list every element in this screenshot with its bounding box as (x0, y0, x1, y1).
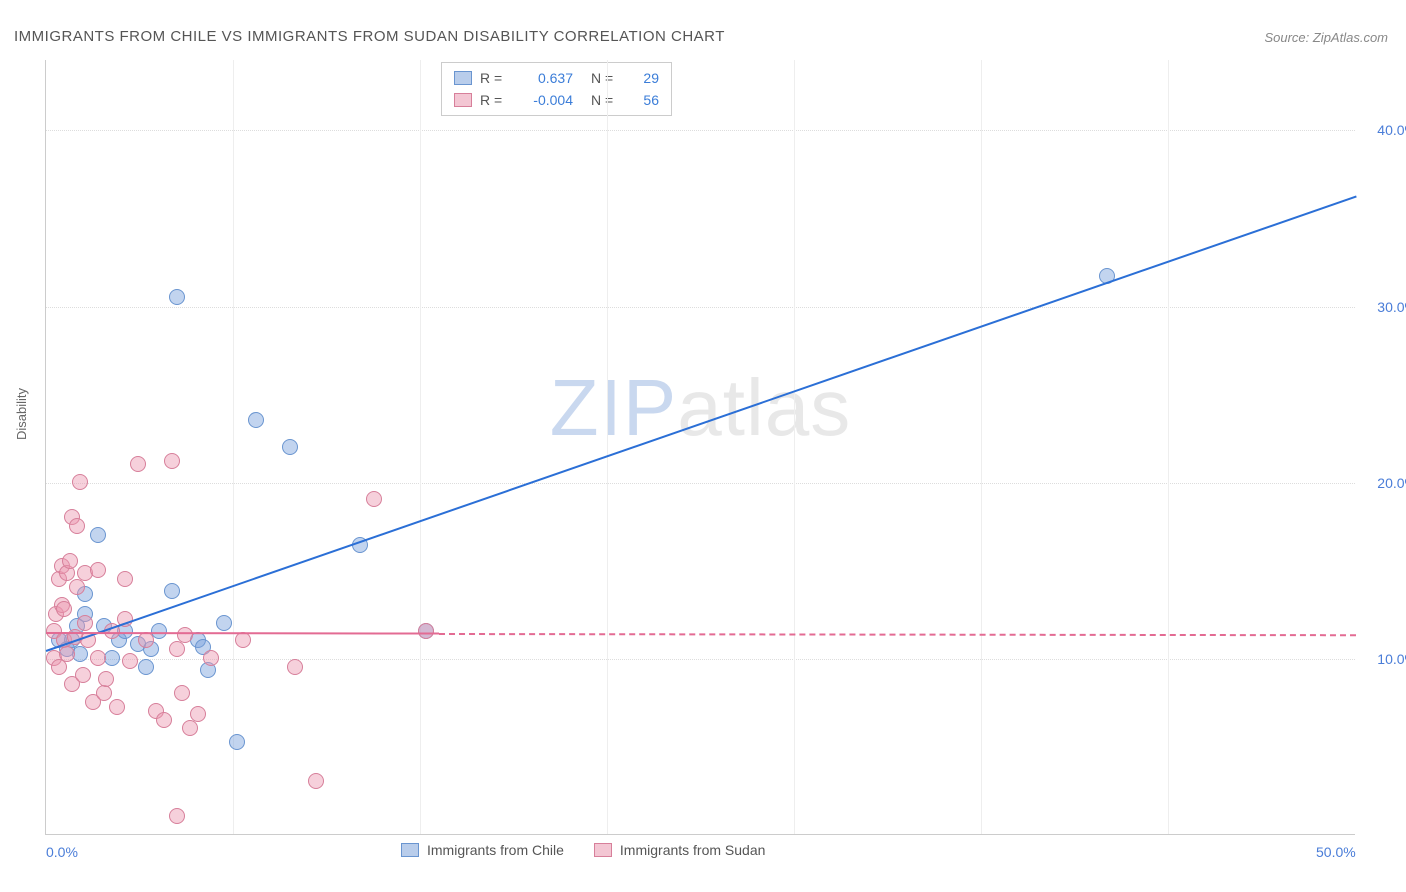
scatter-point (182, 720, 198, 736)
scatter-point (117, 571, 133, 587)
legend-label: Immigrants from Sudan (620, 842, 766, 858)
stats-legend-box: R = 0.637 N = 29 R = -0.004 N = 56 (441, 62, 672, 116)
gridline-horizontal (46, 659, 1355, 660)
scatter-point (177, 627, 193, 643)
legend-swatch (454, 71, 472, 85)
stats-r-label: R = (480, 92, 510, 108)
scatter-point (138, 659, 154, 675)
scatter-point (138, 632, 154, 648)
scatter-point (77, 615, 93, 631)
trend-line (46, 196, 1357, 652)
stats-n-value: 29 (629, 70, 659, 86)
scatter-point (282, 439, 298, 455)
watermark: ZIPatlas (550, 362, 851, 454)
stats-n-label: N = (591, 70, 621, 86)
gridline-vertical (1168, 60, 1169, 834)
scatter-point (69, 518, 85, 534)
scatter-point (248, 412, 264, 428)
legend-swatch (401, 843, 419, 857)
scatter-point (72, 474, 88, 490)
scatter-point (216, 615, 232, 631)
legend-swatch (594, 843, 612, 857)
scatter-point (98, 671, 114, 687)
y-tick-label: 30.0% (1377, 299, 1406, 315)
scatter-point (169, 808, 185, 824)
stats-r-value: 0.637 (518, 70, 573, 86)
stats-r-label: R = (480, 70, 510, 86)
scatter-point (190, 706, 206, 722)
x-tick-label: 50.0% (1316, 844, 1356, 860)
bottom-legend: Immigrants from Chile Immigrants from Sud… (401, 842, 765, 858)
stats-row: R = -0.004 N = 56 (454, 89, 659, 111)
x-tick-label: 0.0% (46, 844, 78, 860)
scatter-point (56, 601, 72, 617)
legend-item: Immigrants from Chile (401, 842, 564, 858)
gridline-vertical (420, 60, 421, 834)
legend-item: Immigrants from Sudan (594, 842, 766, 858)
scatter-point (287, 659, 303, 675)
y-tick-label: 20.0% (1377, 475, 1406, 491)
scatter-point (96, 685, 112, 701)
scatter-point (164, 453, 180, 469)
gridline-vertical (981, 60, 982, 834)
gridline-vertical (607, 60, 608, 834)
scatter-point (235, 632, 251, 648)
scatter-point (169, 641, 185, 657)
scatter-point (75, 667, 91, 683)
source-label: Source: ZipAtlas.com (1264, 30, 1388, 45)
legend-label: Immigrants from Chile (427, 842, 564, 858)
stats-row: R = 0.637 N = 29 (454, 67, 659, 89)
scatter-point (203, 650, 219, 666)
scatter-point (164, 583, 180, 599)
scatter-point (90, 562, 106, 578)
stats-n-value: 56 (629, 92, 659, 108)
scatter-point (69, 579, 85, 595)
scatter-point (366, 491, 382, 507)
scatter-point (90, 650, 106, 666)
stats-n-label: N = (591, 92, 621, 108)
scatter-point (418, 623, 434, 639)
gridline-vertical (233, 60, 234, 834)
scatter-point (62, 553, 78, 569)
y-tick-label: 10.0% (1377, 651, 1406, 667)
y-tick-label: 40.0% (1377, 122, 1406, 138)
gridline-horizontal (46, 483, 1355, 484)
scatter-point (59, 646, 75, 662)
scatter-point (308, 773, 324, 789)
gridline-horizontal (46, 130, 1355, 131)
scatter-point (229, 734, 245, 750)
scatter-point (109, 699, 125, 715)
trend-line-dashed (439, 633, 1356, 636)
scatter-point (90, 527, 106, 543)
watermark-atlas: atlas (677, 363, 851, 452)
scatter-point (156, 712, 172, 728)
plot-area: ZIPatlas R =0.637N =29R =-0.004N =56 Imm… (45, 60, 1355, 835)
gridline-vertical (794, 60, 795, 834)
scatter-point (122, 653, 138, 669)
scatter-point (169, 289, 185, 305)
legend-swatch (454, 93, 472, 107)
scatter-point (174, 685, 190, 701)
gridline-horizontal (46, 307, 1355, 308)
y-axis-label: Disability (14, 388, 29, 440)
scatter-point (130, 456, 146, 472)
stats-r-value: -0.004 (518, 92, 573, 108)
chart-title: IMMIGRANTS FROM CHILE VS IMMIGRANTS FROM… (14, 28, 725, 45)
